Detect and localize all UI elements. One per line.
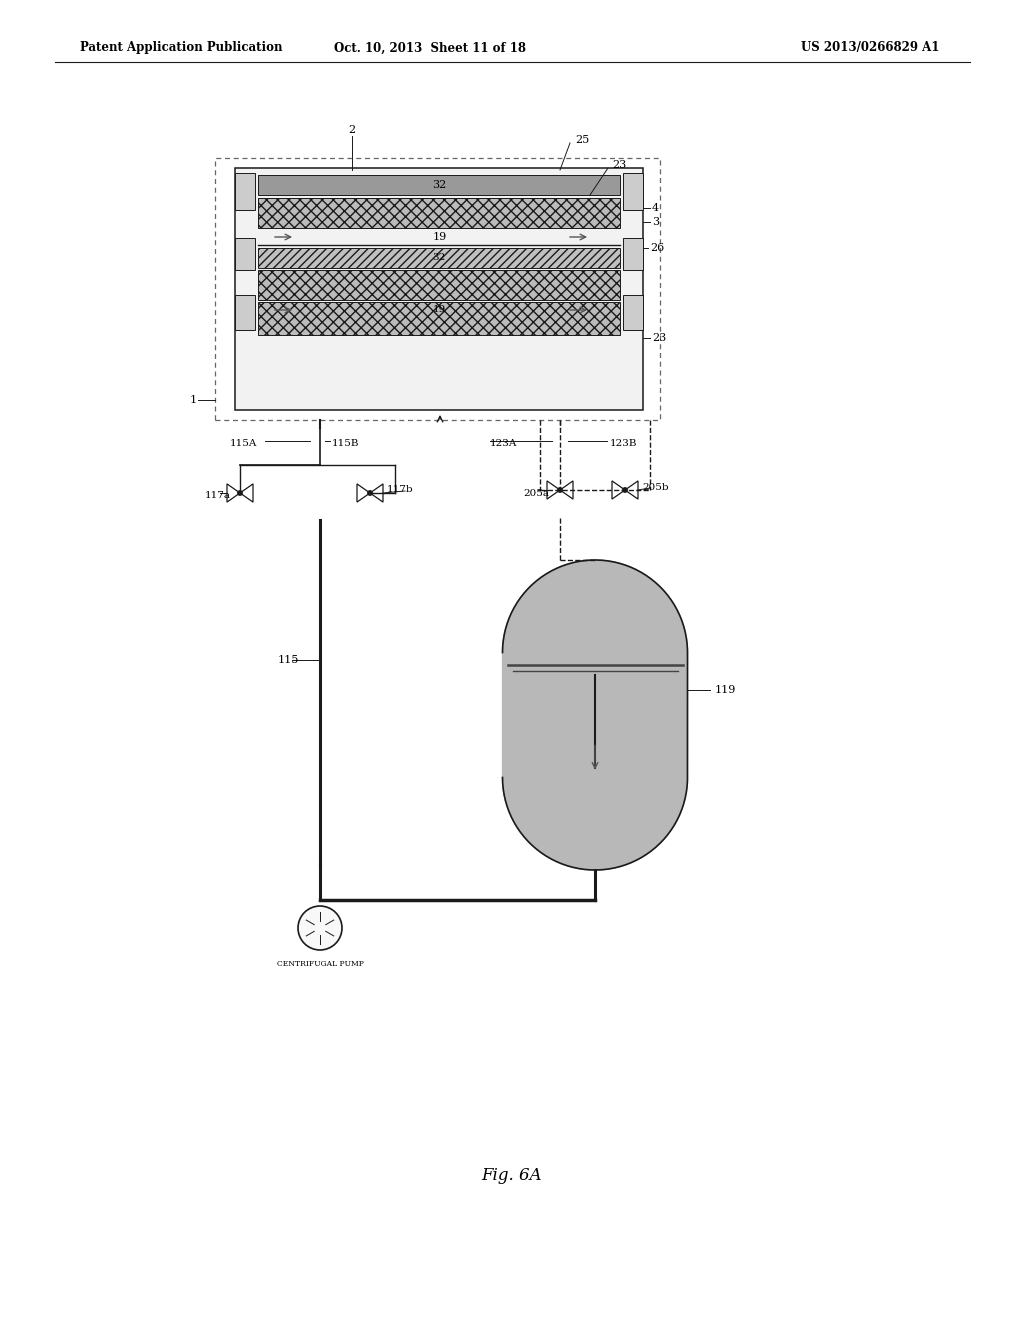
Text: 205b: 205b [642,483,669,491]
Circle shape [623,488,628,492]
Text: 32: 32 [432,253,445,263]
Text: 19: 19 [433,232,447,242]
Text: 117a: 117a [205,491,231,500]
Text: 205a: 205a [523,488,549,498]
Text: 123B: 123B [610,440,638,449]
Bar [623,238,643,271]
Bar [234,173,255,210]
Bar [623,173,643,210]
Text: US 2013/0266829 A1: US 2013/0266829 A1 [801,41,939,54]
Text: 2: 2 [348,125,355,135]
Circle shape [558,488,562,492]
Text: 1: 1 [190,395,198,405]
Text: 117b: 117b [387,486,414,495]
Text: 115A: 115A [230,440,257,449]
Bar [234,294,255,330]
Text: 26: 26 [650,243,665,253]
Text: 19: 19 [432,305,445,314]
Circle shape [368,491,372,495]
Text: Patent Application Publication: Patent Application Publication [80,41,283,54]
Bar [258,271,620,300]
Text: 23: 23 [612,160,627,170]
Bar [258,198,620,228]
Bar [623,294,643,330]
Text: 115: 115 [278,655,299,665]
Text: Fig. 6A: Fig. 6A [481,1167,543,1184]
Bar [215,158,660,420]
Bar [258,248,620,268]
Polygon shape [503,560,687,870]
Circle shape [298,906,342,950]
Bar [258,176,620,195]
Text: 123A: 123A [490,440,517,449]
Text: Oct. 10, 2013  Sheet 11 of 18: Oct. 10, 2013 Sheet 11 of 18 [334,41,526,54]
Bar [234,168,643,411]
Text: 23: 23 [652,333,667,343]
Bar [258,302,620,335]
Text: 32: 32 [432,180,446,190]
Text: 4: 4 [652,203,659,213]
Circle shape [238,491,243,495]
Text: 3: 3 [652,216,659,227]
Text: CENTRIFUGAL PUMP: CENTRIFUGAL PUMP [276,960,364,968]
Text: 25: 25 [575,135,589,145]
Bar [234,238,255,271]
Text: 119: 119 [715,685,736,696]
Text: 115B: 115B [332,440,359,449]
